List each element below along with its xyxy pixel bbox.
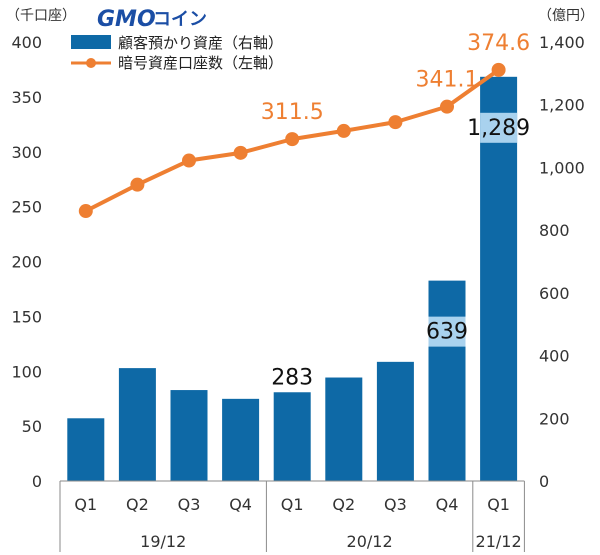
- legend-bar-swatch: [71, 35, 111, 49]
- x-tick-label: Q1: [281, 495, 304, 514]
- right-axis-tick-label: 1,200: [539, 96, 585, 115]
- data-labels: 283 639 1,289 311.5 341.1 374.6: [261, 31, 530, 390]
- bar: [67, 418, 105, 481]
- left-axis-tick-label: 0: [32, 472, 42, 491]
- bar: [170, 390, 208, 481]
- x-tick-label: Q3: [178, 495, 201, 514]
- logo: GMO コイン: [97, 7, 207, 32]
- left-axis-tick-label: 400: [11, 33, 42, 52]
- x-group-label: 21/12: [476, 532, 522, 551]
- right-axis-tick-label: 600: [539, 284, 570, 303]
- right-axis-tick-label: 400: [539, 347, 570, 366]
- data-label: 283: [271, 365, 313, 390]
- right-axis-tick-label: 1,000: [539, 158, 585, 177]
- legend-bar-label: 顧客預かり資産（右軸）: [118, 34, 283, 52]
- bar: [118, 368, 156, 481]
- right-axis-tick-label: 200: [539, 409, 570, 428]
- right-axis-tick-label: 0: [539, 472, 549, 491]
- left-axis-tick-label: 50: [22, 417, 42, 436]
- bar: [376, 361, 414, 481]
- bar: [480, 76, 518, 481]
- legend-line-label: 暗号資産口座数（左軸）: [118, 54, 283, 72]
- data-label-background: [480, 112, 518, 143]
- bar: [325, 377, 363, 481]
- line-point: [130, 177, 145, 192]
- right-axis-tick-label: 800: [539, 221, 570, 240]
- right-axis-tick-label: 1,400: [539, 33, 585, 52]
- left-axis-tick-label: 100: [11, 362, 42, 381]
- left-axis-tick-label: 150: [11, 307, 42, 326]
- bar: [428, 280, 466, 481]
- left-axis: 0 50 100 150 200 250 300 350 400: [11, 33, 42, 491]
- x-axis: Q1 Q2 Q3 Q4 Q1 Q2 Q3 Q4 Q1 19/12 20/12 21/12: [59, 480, 525, 552]
- line-point: [182, 153, 196, 168]
- x-tick-label: Q1: [74, 495, 97, 514]
- line-point: [388, 115, 403, 130]
- data-label: 341.1: [416, 68, 479, 93]
- legend-line-marker: [86, 58, 96, 68]
- left-axis-tick-label: 350: [11, 88, 42, 107]
- right-axis: 0 200 400 600 800 1,000 1,200 1,400: [539, 33, 585, 491]
- left-axis-unit: （千口座）: [6, 8, 76, 24]
- legend: 顧客預かり資産（右軸） 暗号資産口座数（左軸）: [71, 34, 283, 72]
- line-point: [491, 62, 506, 77]
- left-axis-tick-label: 200: [11, 253, 42, 272]
- x-tick-label: Q4: [229, 495, 252, 514]
- x-group-label: 19/12: [140, 532, 186, 551]
- line-point: [336, 123, 351, 138]
- data-label-background: [428, 316, 466, 347]
- x-group-label: 20/12: [347, 532, 393, 551]
- data-label: 1,289: [467, 116, 530, 141]
- bar-series: [67, 76, 518, 481]
- data-label: 639: [426, 320, 468, 345]
- bar: [273, 392, 311, 481]
- x-tick-label: Q1: [487, 495, 510, 514]
- left-axis-tick-label: 300: [11, 143, 42, 162]
- bar: [222, 398, 260, 481]
- line-point: [285, 132, 300, 147]
- x-tick-label: Q4: [436, 495, 459, 514]
- x-tick-label: Q2: [332, 495, 355, 514]
- data-label: 374.6: [467, 31, 530, 56]
- line-point: [78, 204, 93, 219]
- data-label: 311.5: [261, 100, 324, 125]
- line-point: [233, 145, 248, 160]
- line-point: [440, 99, 454, 114]
- line-series: [78, 62, 506, 219]
- logo-suffix: コイン: [153, 9, 207, 30]
- logo-brand: GMO: [97, 7, 156, 32]
- left-axis-tick-label: 250: [11, 198, 42, 217]
- x-tick-label: Q3: [384, 495, 407, 514]
- right-axis-unit: （億円）: [538, 8, 594, 24]
- x-tick-label: Q2: [126, 495, 149, 514]
